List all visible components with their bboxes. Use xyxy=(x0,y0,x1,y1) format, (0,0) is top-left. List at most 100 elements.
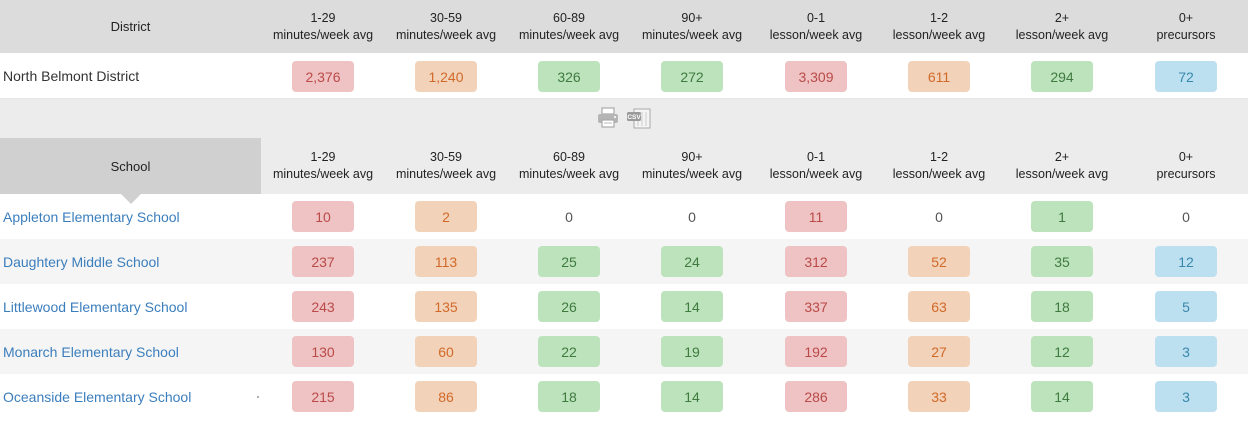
school-column-header[interactable]: School xyxy=(0,138,261,204)
column-header-line1: 0-1 xyxy=(806,10,826,25)
column-header-line1: 2+ xyxy=(1054,10,1070,25)
metric-cell: 294 xyxy=(1031,61,1093,92)
district-column-header-6[interactable]: 1-2 lesson/week avg xyxy=(878,0,1001,53)
csv-icon[interactable]: CSV xyxy=(626,107,652,134)
column-header-line1: 60-89 xyxy=(553,10,585,25)
column-header-line2: minutes/week avg xyxy=(518,167,620,181)
district-column-header-8[interactable]: 0+ precursors xyxy=(1125,0,1248,53)
metric-cell: 18 xyxy=(1031,291,1093,322)
column-header-line2: minutes/week avg xyxy=(641,27,743,42)
column-header-line2: lesson/week avg xyxy=(769,167,863,181)
district-column-header-1[interactable]: 1-29 minutes/week avg xyxy=(262,0,385,53)
metric-cell: 72 xyxy=(1155,61,1217,92)
column-header-line1: 0-1 xyxy=(806,150,826,164)
metric-cell: 27 xyxy=(908,336,970,367)
column-header-line1: 60-89 xyxy=(553,150,585,164)
metric-cell: 63 xyxy=(908,291,970,322)
column-header-line1: 30-59 xyxy=(430,150,462,164)
metric-cell: 1,240 xyxy=(415,61,477,92)
school-column-header-6[interactable]: 1-2 lesson/week avg xyxy=(878,138,1001,194)
metric-cell: 0 xyxy=(565,208,573,225)
school-row: Appleton Elementary School 10 2 0 0 11 0 1 0 xyxy=(0,194,1248,239)
metric-cell: 113 xyxy=(415,246,477,277)
metric-cell: 35 xyxy=(1031,246,1093,277)
district-column-header-2[interactable]: 30-59 minutes/week avg xyxy=(385,0,508,53)
metric-cell: 33 xyxy=(908,381,970,412)
district-name: North Belmont District xyxy=(3,67,140,84)
column-header-line1: 0+ xyxy=(1178,10,1194,25)
column-header-line2: minutes/week avg xyxy=(641,167,743,181)
column-header-line1: 0+ xyxy=(1178,150,1194,164)
metric-cell: 130 xyxy=(292,336,354,367)
column-header-line1: 90+ xyxy=(681,10,703,25)
metric-cell: 2 xyxy=(415,201,477,232)
printer-icon[interactable] xyxy=(596,107,620,134)
metric-cell: 3 xyxy=(1155,381,1217,412)
school-row: Oceanside Elementary School 215 86 18 14 286 3… xyxy=(0,374,1248,419)
metric-cell: 2,376 xyxy=(292,61,354,92)
column-header-line2: lesson/week avg xyxy=(892,167,986,181)
csv-icon-text: CSV xyxy=(627,114,641,121)
district-column-header-4[interactable]: 90+ minutes/week avg xyxy=(631,0,754,53)
metric-cell: 1 xyxy=(1031,201,1093,232)
metric-cell: 0 xyxy=(935,208,943,225)
metric-cell: 26 xyxy=(538,291,600,322)
column-header-line1: 90+ xyxy=(681,150,703,164)
school-column-header-8[interactable]: 0+ precursors xyxy=(1125,138,1248,194)
column-header-line1: 1-29 xyxy=(310,10,336,25)
school-column-header-5[interactable]: 0-1 lesson/week avg xyxy=(755,138,878,194)
district-column-header-7[interactable]: 2+ lesson/week avg xyxy=(1001,0,1124,53)
column-header-line2: minutes/week avg xyxy=(272,167,374,181)
metric-cell: 14 xyxy=(661,291,723,322)
school-column-header-1[interactable]: 1-29 minutes/week avg xyxy=(262,138,385,194)
metric-cell: 192 xyxy=(785,336,847,367)
district-column-header-5[interactable]: 0-1 lesson/week avg xyxy=(755,0,878,53)
school-row: Daughtery Middle School 237 113 25 24 312 52 35… xyxy=(0,239,1248,284)
column-header-line1: 1-2 xyxy=(929,150,949,164)
school-link[interactable]: Daughtery Middle School xyxy=(3,253,160,270)
metric-cell: 237 xyxy=(292,246,354,277)
school-link[interactable]: Littlewood Elementary School xyxy=(3,298,188,315)
school-column-label: School xyxy=(110,158,151,174)
district-row: North Belmont District 2,376 1,240 326 272 3… xyxy=(0,53,1248,99)
column-header-line2: lesson/week avg xyxy=(769,27,863,42)
metric-cell: 215 xyxy=(292,381,354,412)
school-column-header-2[interactable]: 30-59 minutes/week avg xyxy=(385,138,508,194)
school-column-header-3[interactable]: 60-89 minutes/week avg xyxy=(508,138,631,194)
metric-cell: 10 xyxy=(292,201,354,232)
column-header-line1: 30-59 xyxy=(430,10,462,25)
district-header-row: District 1-29 minutes/week avg 30-59 minute… xyxy=(0,0,1248,53)
metric-cell: 3,309 xyxy=(785,61,847,92)
metric-cell: 326 xyxy=(538,61,600,92)
metric-cell: 312 xyxy=(785,246,847,277)
school-column-header-4[interactable]: 90+ minutes/week avg xyxy=(631,138,754,194)
column-header-line2: lesson/week avg xyxy=(1015,27,1109,42)
metric-cell: 14 xyxy=(1031,381,1093,412)
school-row: Monarch Elementary School 130 60 22 19 192 27 1… xyxy=(0,329,1248,374)
metric-cell: 25 xyxy=(538,246,600,277)
sort-caret-icon xyxy=(121,194,141,204)
school-header-row: School 1-29 minutes/week avg 30-59 minutes/… xyxy=(0,138,1248,204)
school-column-header-7[interactable]: 2+ lesson/week avg xyxy=(1001,138,1124,194)
metric-cell: 14 xyxy=(661,381,723,412)
column-header-line2: minutes/week avg xyxy=(518,27,620,42)
metric-cell: 3 xyxy=(1155,336,1217,367)
metric-cell: 22 xyxy=(538,336,600,367)
export-toolbar: CSV xyxy=(0,99,1248,138)
metric-cell: 337 xyxy=(785,291,847,322)
column-header-line2: precursors xyxy=(1156,27,1216,42)
metric-cell: 19 xyxy=(661,336,723,367)
school-link[interactable]: Monarch Elementary School xyxy=(3,343,179,360)
school-link[interactable]: Appleton Elementary School xyxy=(3,208,180,225)
metric-cell: 243 xyxy=(292,291,354,322)
district-column-header[interactable]: District xyxy=(110,19,151,34)
column-header-line1: 2+ xyxy=(1054,150,1070,164)
metric-cell: 286 xyxy=(785,381,847,412)
district-column-header-3[interactable]: 60-89 minutes/week avg xyxy=(508,0,631,53)
column-header-line2: precursors xyxy=(1156,167,1216,181)
metric-cell: 52 xyxy=(908,246,970,277)
column-header-line1: 1-2 xyxy=(929,10,949,25)
column-header-line2: minutes/week avg xyxy=(395,167,497,181)
metric-cell: 24 xyxy=(661,246,723,277)
school-link[interactable]: Oceanside Elementary School xyxy=(3,388,192,405)
